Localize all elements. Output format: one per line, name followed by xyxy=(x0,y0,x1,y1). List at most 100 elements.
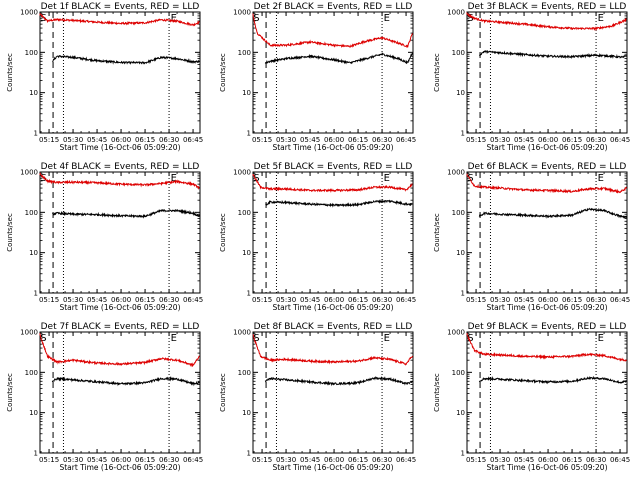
y-tick-label: 1000 xyxy=(20,169,38,177)
x-tick-label: 05:45 xyxy=(300,136,320,144)
x-axis-label: Start Time (16-Oct-06 05:09:20) xyxy=(272,143,393,152)
x-tick-label: 06:15 xyxy=(135,456,155,464)
series-lld-line xyxy=(39,172,200,190)
y-tick-label: 1 xyxy=(461,130,465,138)
x-tick-label: 06:15 xyxy=(348,456,368,464)
plot-frame xyxy=(39,171,201,294)
x-tick-label: 05:15 xyxy=(466,296,486,304)
x-tick-label: 06:30 xyxy=(586,136,606,144)
x-tick-label: 05:45 xyxy=(87,136,107,144)
x-tick-label: 05:15 xyxy=(252,296,272,304)
x-tick-label: 06:45 xyxy=(610,136,630,144)
y-tick-label: 1000 xyxy=(233,9,251,17)
panel-title: Det 4f BLACK = Events, RED = LLD xyxy=(41,162,200,172)
x-tick-label: 05:15 xyxy=(39,296,59,304)
x-tick-label: 06:00 xyxy=(538,456,558,464)
x-tick-label: 05:30 xyxy=(490,136,510,144)
y-tick-label: 10 xyxy=(29,409,38,417)
y-axis-label: Counts/sec xyxy=(433,53,441,92)
panel-det-2: Det 2f BLACK = Events, RED = LLD 1 10 100 10… xyxy=(219,2,416,152)
marker-s: S xyxy=(467,333,473,344)
marker-e: E xyxy=(598,13,604,24)
x-tick-label: 06:45 xyxy=(610,456,630,464)
x-tick-label: 06:30 xyxy=(159,136,179,144)
series-events-line xyxy=(51,376,200,387)
y-tick-label: 1 xyxy=(247,450,251,458)
x-tick-label: 06:15 xyxy=(562,456,582,464)
x-tick-label: 06:00 xyxy=(324,296,344,304)
x-tick-label: 05:30 xyxy=(490,456,510,464)
y-tick-label: 1000 xyxy=(447,9,465,17)
series-events-line xyxy=(478,50,627,60)
x-axis-label: Start Time (16-Oct-06 05:09:20) xyxy=(486,143,607,152)
plot-frame xyxy=(466,331,628,454)
y-tick-label: 100 xyxy=(238,369,251,377)
panel-det-1: Det 1f BLACK = Events, RED = LLD 1 10 100 10… xyxy=(6,2,203,152)
y-tick-label: 1000 xyxy=(20,329,38,337)
series-lld-line xyxy=(39,13,200,27)
x-tick-label: 05:30 xyxy=(63,136,83,144)
marker-s: S xyxy=(467,13,473,24)
x-axis-label: Start Time (16-Oct-06 05:09:20) xyxy=(59,463,180,472)
x-axis-label: Start Time (16-Oct-06 05:09:20) xyxy=(59,303,180,312)
y-axis-label: Counts/sec xyxy=(6,213,14,252)
plot-frame xyxy=(39,11,201,134)
y-tick-label: 1 xyxy=(247,130,251,138)
x-tick-label: 06:00 xyxy=(538,296,558,304)
x-tick-label: 05:45 xyxy=(300,296,320,304)
marker-e: E xyxy=(384,333,390,344)
x-tick-label: 06:45 xyxy=(610,296,630,304)
panel-det-8: Det 8f BLACK = Events, RED = LLD 1 10 100 10… xyxy=(219,322,416,472)
x-tick-label: 06:45 xyxy=(183,296,203,304)
y-tick-label: 10 xyxy=(29,89,38,97)
x-tick-label: 06:00 xyxy=(538,136,558,144)
series-events-line xyxy=(478,375,627,385)
plot-frame xyxy=(466,171,628,294)
y-axis-label: Counts/sec xyxy=(6,373,14,412)
marker-s: S xyxy=(467,173,473,184)
x-tick-label: 05:45 xyxy=(514,296,534,304)
x-tick-label: 06:00 xyxy=(324,456,344,464)
x-tick-label: 05:15 xyxy=(39,136,59,144)
x-tick-label: 05:15 xyxy=(252,456,272,464)
series-events-line xyxy=(51,208,200,219)
series-events-line xyxy=(264,375,413,387)
y-tick-label: 1 xyxy=(461,450,465,458)
series-lld-line xyxy=(466,173,627,194)
x-tick-label: 05:30 xyxy=(490,296,510,304)
y-tick-label: 100 xyxy=(238,209,251,217)
x-axis-label: Start Time (16-Oct-06 05:09:20) xyxy=(486,463,607,472)
x-axis-label: Start Time (16-Oct-06 05:09:20) xyxy=(486,303,607,312)
x-tick-label: 06:45 xyxy=(183,136,203,144)
x-tick-label: 05:15 xyxy=(39,456,59,464)
marker-s: S xyxy=(253,13,259,24)
series-lld-line xyxy=(39,333,200,368)
x-tick-label: 06:45 xyxy=(396,296,416,304)
x-tick-label: 05:15 xyxy=(252,136,272,144)
plot-frame xyxy=(252,331,414,454)
marker-e: E xyxy=(598,173,604,184)
y-axis-label: Counts/sec xyxy=(6,53,14,92)
y-tick-label: 1 xyxy=(34,130,38,138)
y-axis-label: Counts/sec xyxy=(219,373,227,412)
x-tick-label: 06:15 xyxy=(135,296,155,304)
x-tick-label: 05:45 xyxy=(514,456,534,464)
series-lld-line xyxy=(466,11,627,32)
y-tick-label: 10 xyxy=(242,409,251,417)
y-tick-label: 10 xyxy=(242,249,251,257)
x-tick-label: 06:15 xyxy=(135,136,155,144)
series-lld-line xyxy=(466,333,627,362)
series-events-line xyxy=(478,207,627,219)
x-axis-label: Start Time (16-Oct-06 05:09:20) xyxy=(59,143,180,152)
marker-e: E xyxy=(171,173,177,184)
plot-frame xyxy=(252,11,414,134)
x-tick-label: 06:30 xyxy=(372,456,392,464)
panel-det-6: Det 6f BLACK = Events, RED = LLD 1 10 100 10… xyxy=(433,162,630,312)
plot-frame xyxy=(466,11,628,134)
y-axis-label: Counts/sec xyxy=(433,213,441,252)
x-tick-label: 06:30 xyxy=(372,296,392,304)
x-tick-label: 06:45 xyxy=(183,456,203,464)
x-tick-label: 06:00 xyxy=(111,136,131,144)
x-tick-label: 06:30 xyxy=(586,456,606,464)
